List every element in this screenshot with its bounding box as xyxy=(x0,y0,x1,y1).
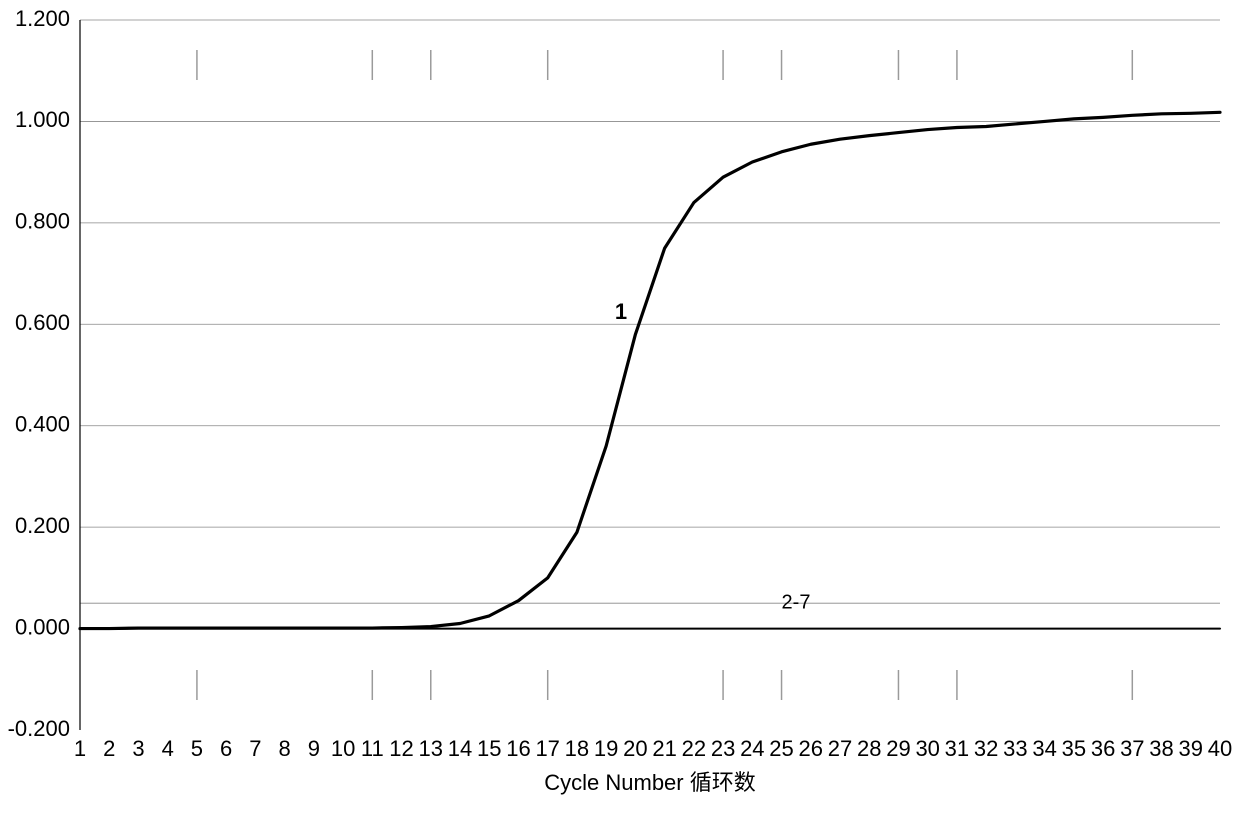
y-tick-label: -0.200 xyxy=(8,716,70,741)
x-tick-label: 31 xyxy=(945,736,969,761)
x-tick-label: 16 xyxy=(506,736,530,761)
annotation: 2-7 xyxy=(782,591,811,613)
x-tick-label: 37 xyxy=(1120,736,1144,761)
x-axis-title: Cycle Number 循环数 xyxy=(544,770,755,795)
x-tick-label: 15 xyxy=(477,736,501,761)
x-tick-label: 6 xyxy=(220,736,232,761)
x-tick-label: 5 xyxy=(191,736,203,761)
y-tick-label: 0.800 xyxy=(15,209,70,234)
x-tick-label: 11 xyxy=(361,736,384,761)
x-tick-label: 12 xyxy=(389,736,413,761)
x-tick-label: 29 xyxy=(886,736,910,761)
x-tick-label: 38 xyxy=(1149,736,1173,761)
x-tick-label: 8 xyxy=(278,736,290,761)
x-tick-label: 39 xyxy=(1179,736,1203,761)
x-tick-label: 1 xyxy=(74,736,86,761)
x-tick-label: 10 xyxy=(331,736,355,761)
x-tick-label: 24 xyxy=(740,736,764,761)
x-tick-label: 26 xyxy=(799,736,823,761)
x-tick-label: 18 xyxy=(565,736,589,761)
x-tick-label: 4 xyxy=(162,736,174,761)
x-tick-label: 25 xyxy=(769,736,793,761)
x-tick-label: 35 xyxy=(1062,736,1086,761)
y-tick-label: 0.000 xyxy=(15,614,70,639)
x-tick-label: 9 xyxy=(308,736,320,761)
y-tick-label: 0.600 xyxy=(15,310,70,335)
x-tick-label: 28 xyxy=(857,736,881,761)
x-tick-label: 13 xyxy=(419,736,443,761)
x-tick-label: 30 xyxy=(915,736,939,761)
x-tick-label: 14 xyxy=(448,736,472,761)
x-tick-label: 2 xyxy=(103,736,115,761)
x-tick-label: 23 xyxy=(711,736,735,761)
x-tick-label: 36 xyxy=(1091,736,1115,761)
x-tick-label: 34 xyxy=(1032,736,1056,761)
x-tick-label: 33 xyxy=(1003,736,1027,761)
x-tick-label: 40 xyxy=(1208,736,1232,761)
y-tick-label: 1.000 xyxy=(15,107,70,132)
chart-svg: -0.200 0.000 0.200 0.400 0.600 0.800 1.000 1.20… xyxy=(0,0,1240,821)
annotation: 1 xyxy=(615,299,627,324)
y-tick-label: 0.200 xyxy=(15,513,70,538)
y-tick-label: 1.200 xyxy=(15,6,70,31)
x-tick-label: 7 xyxy=(249,736,261,761)
x-tick-label: 20 xyxy=(623,736,647,761)
x-tick-label: 32 xyxy=(974,736,998,761)
x-tick-label: 22 xyxy=(682,736,706,761)
x-tick-label: 17 xyxy=(535,736,559,761)
x-tick-label: 27 xyxy=(828,736,852,761)
amplification-chart: -0.200 0.000 0.200 0.400 0.600 0.800 1.000 1.20… xyxy=(0,0,1240,821)
y-tick-label: 0.400 xyxy=(15,412,70,437)
x-tick-label: 21 xyxy=(652,736,676,761)
chart-bg xyxy=(0,0,1240,821)
x-tick-label: 3 xyxy=(132,736,144,761)
x-tick-label: 19 xyxy=(594,736,618,761)
